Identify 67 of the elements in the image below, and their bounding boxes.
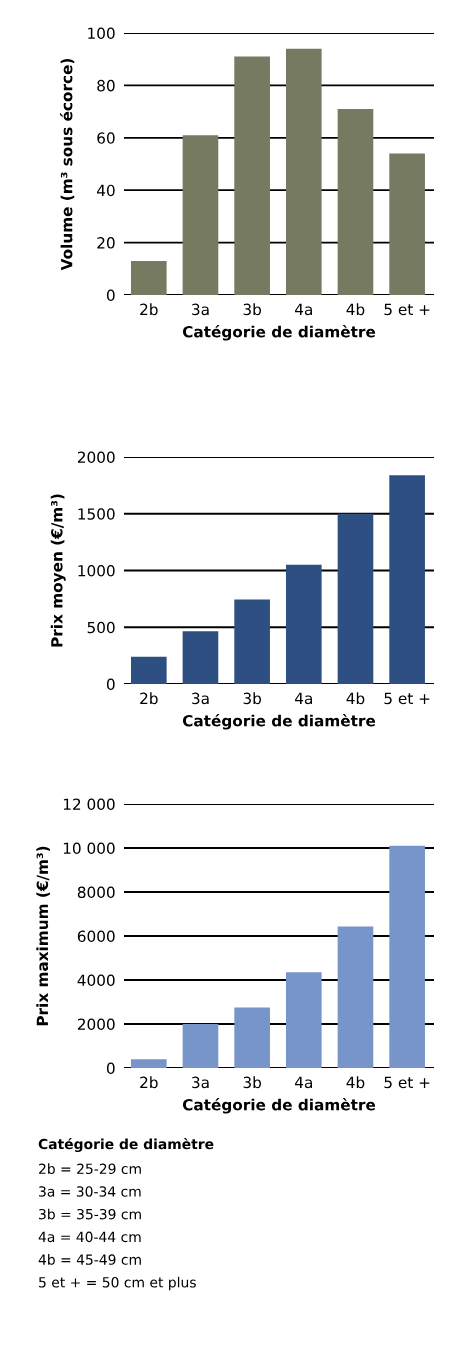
text: 4b = 45-49 cm: [38, 1254, 141, 1265]
bar: [130, 656, 167, 684]
bar: [389, 153, 425, 295]
bar: [285, 48, 322, 295]
y-tick-label: 1000: [78, 564, 115, 577]
x-tick-label: 3a: [192, 1076, 209, 1089]
x-tick-label: 2b: [140, 1076, 158, 1089]
x-tick-label: 3a: [192, 303, 209, 316]
bar: [234, 1007, 270, 1068]
bar: [130, 260, 167, 295]
y-tick-label: 0: [106, 1062, 115, 1075]
bar: [337, 108, 374, 295]
bar: [285, 564, 322, 684]
y-tick-label: 60: [97, 132, 115, 144]
x-tick-label: 3b: [243, 692, 262, 705]
text: 3a = 30-34 cm: [39, 1186, 141, 1197]
y-tick-label: 2000: [77, 451, 115, 464]
x-tick-label: 4b: [346, 303, 365, 316]
bar: [234, 599, 270, 684]
y-tick-label: 0: [106, 678, 115, 691]
x-tick-label: 4a: [295, 1076, 312, 1089]
y-tick-label: 40: [96, 184, 115, 197]
bar: [285, 972, 322, 1068]
x-tick-label: 3b: [243, 303, 262, 316]
y-tick-label: 10 000: [63, 842, 115, 855]
x-tick-label: 5 et +: [384, 692, 430, 705]
y-axis-title: Volume (m³ sous écorce): [60, 58, 75, 271]
y-tick-label: 1500: [78, 508, 115, 520]
x-tick-label: 4b: [346, 692, 365, 705]
y-tick-label: 20: [97, 237, 115, 249]
x-tick-label: 5 et +: [384, 303, 430, 316]
text: 3b = 35-39 cm: [39, 1208, 141, 1220]
x-tick-label: 4b: [346, 1076, 365, 1089]
bar: [389, 845, 425, 1068]
y-tick-label: 2000: [77, 1018, 115, 1031]
x-tick-label: 3a: [192, 692, 209, 705]
x-tick-label: 2b: [140, 303, 158, 316]
x-tick-label: 3b: [243, 1076, 262, 1089]
bar: [182, 1024, 219, 1068]
y-tick-label: 80: [97, 79, 115, 92]
x-axis-title: Catégorie de diamètre: [182, 714, 376, 730]
y-tick-label: 8000: [77, 886, 115, 899]
text: 2b = 25-29 cm: [39, 1163, 141, 1175]
y-tick-label: 0: [106, 289, 115, 302]
x-axis-title: Catégorie de diamètre: [182, 325, 376, 341]
bar: [182, 631, 219, 684]
x-tick-label: 4a: [295, 303, 312, 316]
y-tick-label: 6000: [77, 930, 115, 943]
y-tick-label: 4000: [77, 974, 115, 987]
bar: [337, 926, 374, 1068]
bar: [130, 1059, 167, 1068]
y-axis-title: Prix maximum (€/m³): [36, 846, 50, 1026]
bar: [337, 513, 374, 684]
y-tick-label: 12 000: [63, 798, 115, 811]
bar: [389, 475, 425, 684]
text: 4a = 40-44 cm: [38, 1231, 141, 1243]
bar: [182, 135, 219, 295]
x-axis-title: Catégorie de diamètre: [182, 1098, 376, 1114]
bar: [234, 56, 270, 295]
text: Catégorie de diamètre: [38, 1137, 214, 1153]
x-tick-label: 5 et +: [384, 1076, 430, 1089]
text: 5 et + = 50 cm et plus: [39, 1276, 196, 1291]
y-tick-label: 100: [88, 27, 115, 40]
x-tick-label: 4a: [295, 692, 312, 705]
x-tick-label: 2b: [140, 692, 158, 705]
y-axis-title: Prix moyen (€/m³): [50, 494, 66, 647]
y-tick-label: 500: [87, 621, 115, 634]
